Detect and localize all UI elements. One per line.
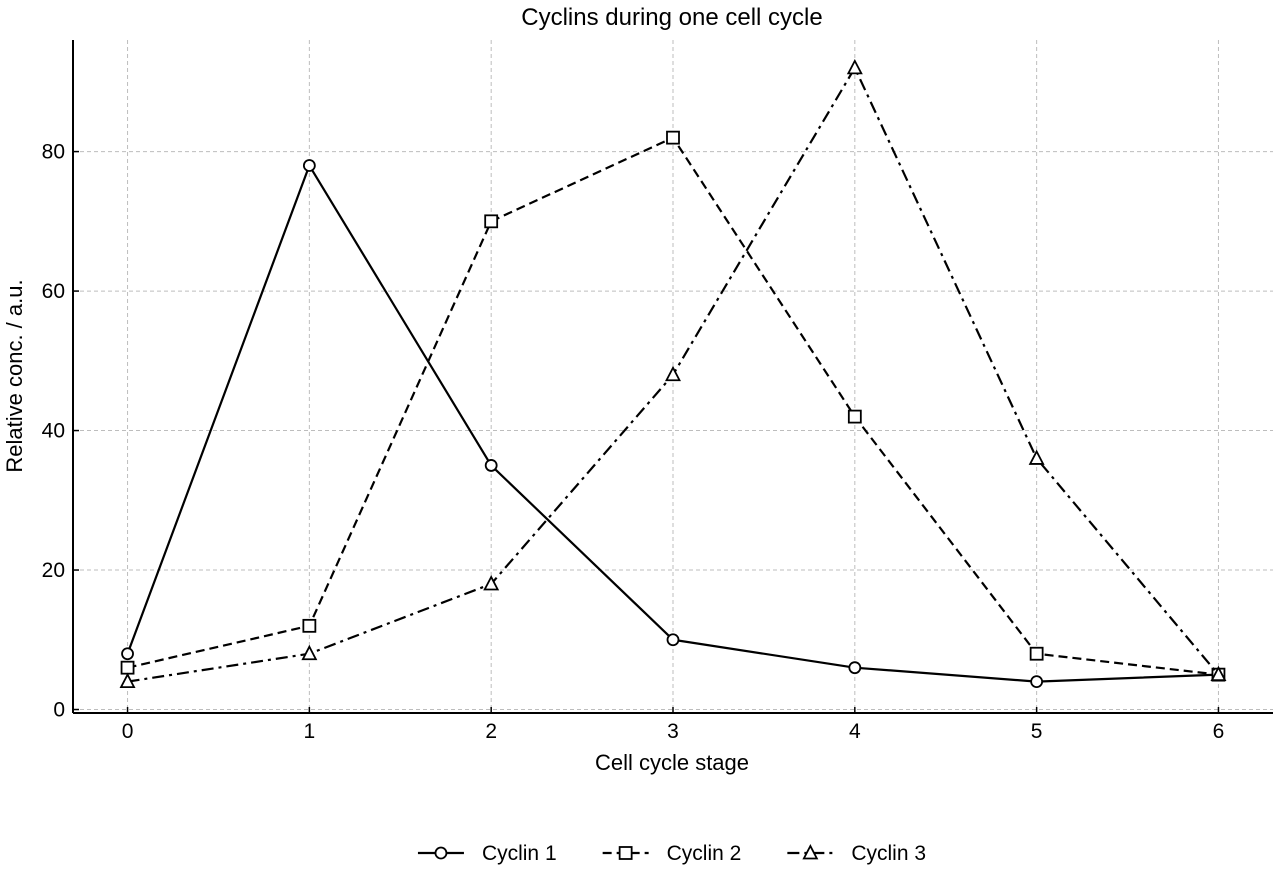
cyclin-1-line — [126, 164, 1219, 683]
legend-marker — [434, 846, 448, 860]
cyclin-2-point — [1029, 646, 1044, 661]
cyclin-3-point — [119, 672, 136, 689]
cyclin-1-point — [302, 159, 316, 172]
cyclin-1-point — [666, 633, 680, 647]
x-tick-label: 1 — [304, 720, 316, 743]
y-tick-label: 20 — [42, 559, 65, 582]
legend-item-cyclin-3: Cyclin 3 — [787, 842, 926, 865]
cyclin-3-point — [483, 575, 500, 591]
legend-item-cyclin-2: Cyclin 2 — [602, 842, 742, 865]
cyclin-2-point — [847, 409, 862, 424]
cyclin-1-point — [484, 459, 498, 472]
cyclin-2-point — [666, 130, 680, 145]
legend-label: Cyclin 1 — [482, 842, 557, 865]
legend-marker — [802, 844, 819, 860]
x-tick-label: 4 — [849, 720, 861, 743]
y-tick-label: 0 — [53, 699, 65, 722]
y-tick-label: 80 — [42, 141, 65, 164]
series-cyclin-1 — [121, 159, 1225, 689]
legend: Cyclin 1 Cyclin 2 Cyclin 3 — [417, 842, 926, 865]
grid-layer — [73, 40, 1273, 713]
cyclin-3-point — [665, 365, 681, 382]
chart-title: Cyclins during one cell cycle — [521, 4, 822, 31]
legend-label: Cyclin 3 — [851, 842, 926, 865]
cyclin-2-point — [302, 618, 317, 633]
x-axis-label: Cell cycle stage — [595, 750, 749, 775]
x-tick-label: 0 — [122, 720, 134, 743]
series-cyclin-3 — [119, 58, 1227, 689]
x-tick-label: 6 — [1213, 720, 1225, 743]
cyclin-3-point — [1028, 449, 1045, 465]
cyclin-2-point — [120, 660, 135, 675]
legend-marker — [618, 846, 633, 860]
y-tick-label: 60 — [42, 280, 65, 303]
legend-label: Cyclin 2 — [667, 842, 742, 865]
cyclin-2-point — [484, 214, 499, 229]
x-tick-label: 3 — [667, 720, 679, 743]
y-axis-label: Relative conc. / a.u. — [2, 279, 27, 472]
cyclin-3-point — [846, 58, 863, 75]
y-tick-label: 40 — [42, 420, 65, 443]
cyclin-3-point — [1210, 665, 1227, 682]
cyclin-3-point — [301, 644, 318, 661]
legend-item-cyclin-1: Cyclin 1 — [417, 842, 557, 865]
cyclin-1-point — [121, 647, 134, 661]
cyclin-1-point — [1030, 675, 1044, 689]
x-tick-label: 5 — [1031, 720, 1043, 743]
cyclin-1-point — [848, 661, 862, 675]
series-layer — [119, 58, 1227, 689]
x-tick-label: 2 — [485, 720, 497, 743]
